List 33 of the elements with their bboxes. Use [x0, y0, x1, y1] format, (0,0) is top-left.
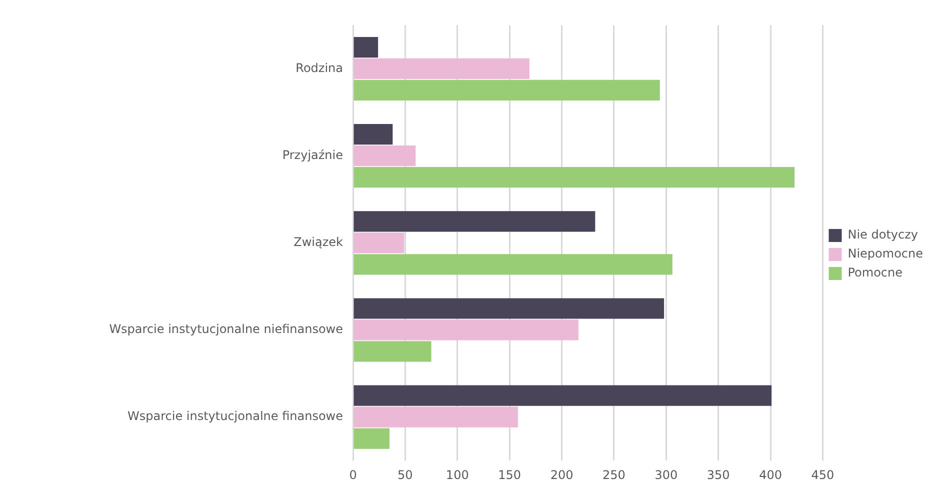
y-tick-label: Przyjaźnie	[282, 148, 343, 162]
bar	[354, 58, 530, 80]
y-tick-label: Wsparcie instytucjonalne niefinansowe	[109, 322, 343, 336]
x-tick-label: 400	[759, 468, 782, 482]
bar	[354, 406, 518, 428]
x-tick-label: 450	[811, 468, 834, 482]
x-tick-label: 250	[602, 468, 626, 482]
x-tick-label: 0	[349, 468, 357, 482]
x-tick-label: 100	[446, 468, 469, 482]
bar	[354, 298, 664, 319]
bar	[354, 254, 672, 275]
x-tick-label: 200	[550, 468, 574, 482]
y-tick-label: Związek	[294, 235, 344, 250]
bar	[354, 146, 416, 166]
x-tick-label: 300	[654, 468, 678, 482]
y-tick-label: Rodzina	[296, 60, 343, 75]
bar	[354, 211, 596, 232]
bar	[354, 80, 660, 101]
x-tick-label: 50	[398, 468, 413, 482]
bar	[354, 124, 393, 145]
bar	[354, 166, 795, 188]
bar	[354, 36, 378, 58]
legend-label: Niepomocne	[848, 246, 924, 261]
legend-label: Pomocne	[848, 266, 903, 280]
bar	[354, 428, 390, 449]
legend-label: Nie dotyczy	[848, 228, 918, 242]
y-tick-label: Wsparcie instytucjonalne finansowe	[128, 409, 343, 424]
bar	[354, 320, 578, 340]
bar	[354, 341, 432, 362]
x-tick-label: 150	[498, 468, 522, 482]
bar	[354, 232, 404, 254]
bar	[354, 385, 772, 406]
x-tick-label: 350	[706, 468, 730, 482]
